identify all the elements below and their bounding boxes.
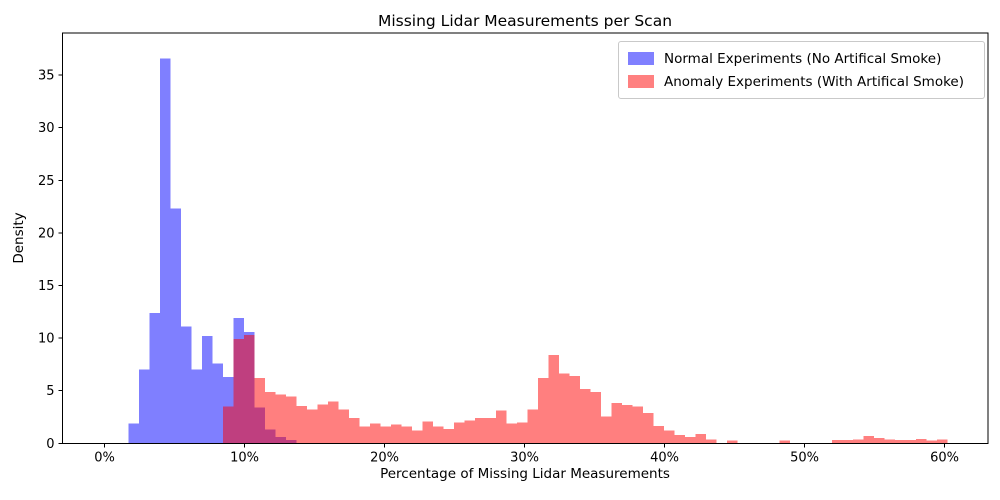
histogram-bar-anomaly: [369, 423, 381, 444]
histogram-bar-anomaly: [453, 422, 465, 444]
x-tick-label: 30%: [510, 450, 539, 465]
histogram-bar-anomaly: [548, 354, 559, 444]
legend-label-normal: Normal Experiments (No Artifical Smoke): [664, 50, 942, 67]
histogram-bar-anomaly: [863, 435, 874, 444]
histogram-bar-anomaly: [243, 334, 255, 444]
x-axis-label: Percentage of Missing Lidar Measurements: [380, 466, 670, 482]
y-tick-label: 20: [38, 226, 55, 241]
legend-swatch-anomaly-icon: [628, 75, 654, 88]
histogram-bar-anomaly: [611, 402, 622, 444]
histogram-bar-anomaly: [684, 436, 696, 444]
histogram-bar-normal: [128, 423, 139, 444]
y-tick-label: 5: [46, 384, 54, 399]
histogram-bar-anomaly: [264, 391, 276, 444]
histogram-bar-anomaly: [621, 404, 633, 444]
legend-item-normal: Normal Experiments (No Artifical Smoke): [628, 49, 974, 68]
legend: Normal Experiments (No Artifical Smoke) …: [618, 41, 985, 99]
histogram-bar-anomaly: [569, 375, 580, 444]
histogram-bar-normal: [159, 58, 171, 444]
y-tick-label: 0: [46, 437, 54, 452]
histogram-bar-anomaly: [411, 430, 423, 444]
chart-title: Missing Lidar Measurements per Scan: [377, 12, 673, 30]
x-tick-label: 20%: [370, 450, 399, 465]
histogram-bar-anomaly: [306, 409, 318, 444]
histogram-bar-anomaly: [831, 440, 843, 444]
x-tick-label: 40%: [650, 450, 679, 465]
y-tick-label: 10: [38, 332, 55, 347]
histogram-bar-anomaly: [495, 410, 507, 444]
histogram-bar-anomaly: [422, 421, 433, 444]
histogram-bar-normal: [201, 335, 213, 444]
histogram-bar-normal: [138, 369, 150, 444]
histogram-bar-anomaly: [852, 439, 864, 444]
histogram-bar-anomaly: [842, 440, 853, 444]
histogram-bar-anomaly: [905, 440, 916, 444]
y-axis-label: Density: [11, 212, 27, 264]
histogram-bar-anomaly: [579, 389, 591, 444]
histogram-bar-anomaly: [558, 373, 570, 444]
histogram-bar-anomaly: [705, 439, 717, 444]
histogram-bar-anomaly: [695, 433, 706, 444]
histogram-bar-anomaly: [600, 416, 612, 444]
histogram-bar-anomaly: [275, 394, 286, 444]
x-tick-label: 10%: [230, 450, 259, 465]
histogram-bar-normal: [180, 326, 192, 444]
histogram-bar-anomaly: [726, 440, 738, 444]
x-tick-label: 0%: [94, 450, 115, 465]
histogram-bar-anomaly: [432, 426, 444, 444]
histogram-bar-anomaly: [779, 440, 790, 444]
legend-item-anomaly: Anomaly Experiments (With Artifical Smok…: [628, 72, 974, 91]
histogram-bar-anomaly: [926, 440, 937, 444]
histogram-bar-anomaly: [359, 426, 370, 444]
histogram-bar-anomaly: [632, 406, 643, 444]
y-tick-label: 15: [38, 279, 55, 294]
histogram-bar-normal: [170, 208, 181, 444]
y-tick-label: 35: [38, 69, 55, 84]
histogram-bar-anomaly: [674, 434, 685, 444]
y-tick-label: 25: [38, 174, 55, 189]
histogram-bar-anomaly: [884, 439, 895, 444]
histogram-bar-anomaly: [380, 426, 391, 444]
histogram-bar-anomaly: [506, 423, 517, 444]
histogram-bar-anomaly: [285, 396, 297, 444]
legend-label-anomaly: Anomaly Experiments (With Artifical Smok…: [664, 73, 964, 90]
histogram-bar-anomaly: [327, 401, 339, 444]
histogram-bar-anomaly: [936, 439, 948, 444]
histogram-bar-anomaly: [663, 430, 675, 444]
histogram-bar-anomaly: [873, 438, 885, 444]
x-tick-label: 50%: [790, 450, 819, 465]
histogram-bar-anomaly: [338, 409, 349, 444]
legend-swatch-normal-icon: [628, 52, 654, 65]
histogram-bar-anomaly: [894, 440, 906, 444]
histogram-bar-anomaly: [390, 424, 402, 444]
histogram-bar-normal: [149, 312, 160, 444]
axes-spines: [62, 32, 989, 444]
histogram-bar-anomaly: [642, 412, 654, 444]
histogram-bar-anomaly: [296, 405, 307, 444]
histogram-bar-anomaly: [527, 409, 538, 444]
histogram-bar-anomaly: [401, 426, 412, 444]
histogram-bar-normal: [191, 369, 202, 444]
histogram-bar-anomaly: [474, 418, 486, 444]
histogram-bar-anomaly: [915, 439, 927, 444]
histogram-bar-anomaly: [254, 378, 265, 444]
histogram-bar-anomaly: [317, 404, 328, 444]
histogram-bar-anomaly: [537, 378, 549, 444]
histogram-bar-anomaly: [590, 391, 601, 444]
x-tick-label: 60%: [930, 450, 959, 465]
histogram-bar-anomaly: [653, 425, 664, 444]
histogram-bar-anomaly: [443, 429, 454, 444]
histogram-bar-anomaly: [464, 420, 475, 444]
y-tick-label: 30: [38, 121, 55, 136]
histogram-bar-anomaly: [516, 422, 528, 444]
histogram-bar-anomaly: [348, 418, 360, 444]
histogram-bar-normal: [212, 363, 223, 444]
histogram-bar-anomaly: [222, 406, 234, 444]
histogram-bar-anomaly: [485, 418, 496, 444]
histogram-bar-anomaly: [233, 339, 244, 444]
